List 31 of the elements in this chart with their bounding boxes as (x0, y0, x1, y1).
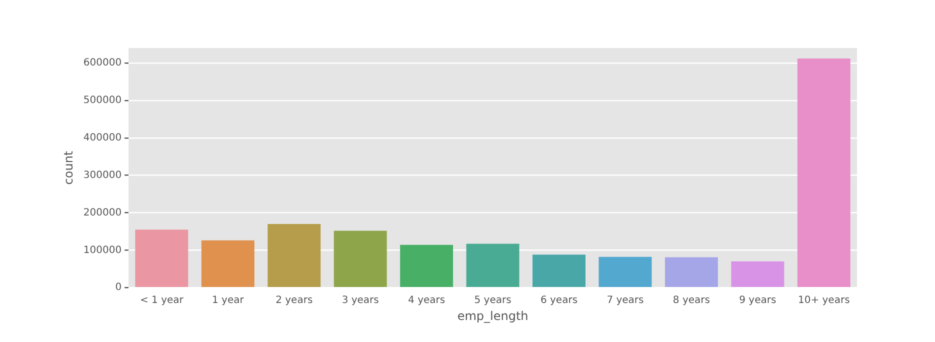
x-tick-label: 4 years (408, 295, 446, 306)
bar (135, 230, 188, 287)
bar (201, 240, 254, 287)
bar (466, 244, 520, 287)
y-tick-label: 400000 (83, 132, 122, 144)
bar (268, 224, 321, 287)
y-axis-title: count (61, 150, 76, 185)
x-tick-label: 1 year (212, 295, 245, 306)
x-tick-label: 3 years (342, 295, 379, 306)
x-tick-label: 2 years (276, 295, 313, 306)
y-tick-label: 500000 (83, 95, 122, 106)
bar (400, 244, 454, 287)
bar (334, 230, 387, 287)
bar (797, 58, 850, 287)
x-axis-title: emp_length (457, 308, 528, 323)
bar (731, 261, 784, 287)
y-tick-label: 0 (115, 282, 122, 294)
x-tick-label: 10+ years (798, 295, 850, 306)
y-tick-label: 200000 (83, 207, 122, 218)
x-tick-label: < 1 year (140, 295, 184, 306)
bar (598, 256, 652, 287)
y-tick-label: 300000 (83, 170, 122, 181)
x-tick-label: 7 years (606, 295, 644, 306)
y-tick-label: 600000 (83, 58, 122, 69)
x-tick-label: 5 years (474, 295, 512, 306)
x-tick-label: 9 years (739, 295, 776, 306)
y-tick-label: 100000 (83, 244, 122, 256)
bar (532, 254, 586, 287)
x-tick-label: 6 years (540, 295, 578, 306)
bar (664, 257, 718, 287)
x-tick-label: 8 years (672, 295, 710, 306)
